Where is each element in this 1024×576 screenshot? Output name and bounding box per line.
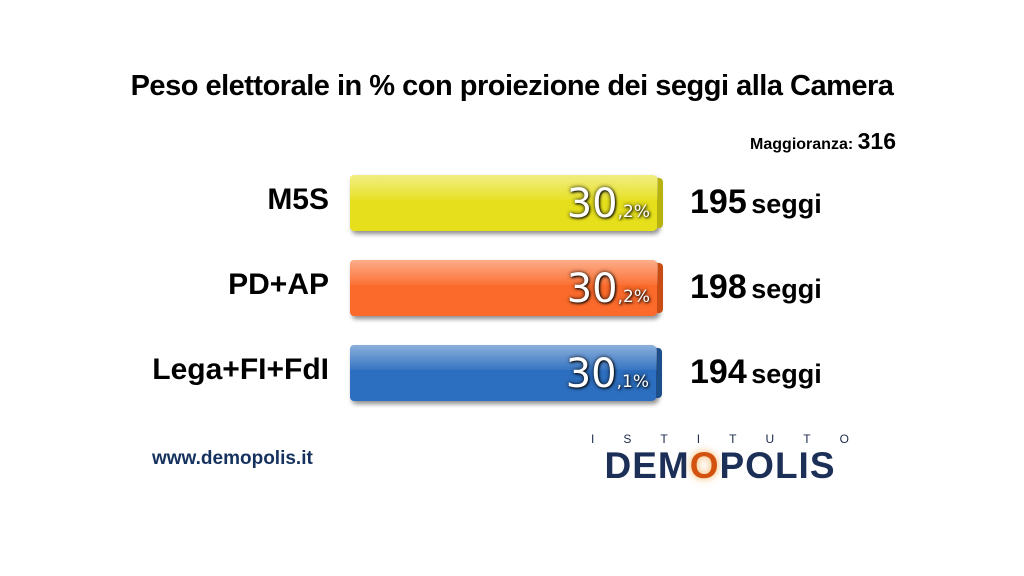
logo-part-polis: POLIS	[719, 445, 836, 486]
logo-istituto-letter: T	[803, 432, 811, 446]
bar-gloss	[350, 345, 657, 371]
seats-number: 195	[690, 183, 747, 221]
logo-istituto-letter: T	[729, 432, 737, 446]
logo-part-o: O	[689, 445, 720, 486]
logo-demopolis-text: DEMOPOLIS	[585, 446, 855, 486]
chart-title: Peso elettorale in % con proiezione dei …	[130, 70, 894, 102]
logo-istituto-letter: U	[765, 432, 775, 446]
data-label-integer: 30	[565, 351, 617, 397]
data-label-decimal: ,1%	[616, 372, 649, 392]
data-label-decimal: ,2%	[617, 202, 650, 222]
bar-gloss	[350, 260, 658, 286]
data-label-decimal: ,2%	[617, 287, 650, 307]
category-label: M5S	[267, 183, 329, 216]
logo-part-dem: DEM	[604, 445, 690, 486]
majority-label: Maggioranza:	[750, 136, 854, 153]
logo-istituto-letter: O	[839, 432, 849, 446]
bar-side	[657, 263, 663, 313]
data-label: 30,2%	[567, 266, 650, 312]
seats-unit: seggi	[751, 359, 822, 389]
bar: 30,2%	[350, 175, 663, 231]
logo-istituto-letter: I	[696, 432, 701, 446]
majority-value: 316	[857, 128, 896, 154]
bar-gloss	[350, 175, 658, 201]
seats-label: 198 seggi	[690, 268, 822, 307]
majority-indicator: Maggioranza: 316	[750, 128, 896, 155]
logo-istituto-letter: S	[623, 432, 632, 446]
seats-unit: seggi	[751, 189, 822, 219]
data-label: 30,2%	[567, 181, 650, 227]
data-label: 30,1%	[566, 351, 649, 397]
website-link[interactable]: www.demopolis.it	[152, 448, 313, 469]
category-label: PD+AP	[228, 268, 329, 301]
logo-istituto-letter: T	[660, 432, 668, 446]
category-label: Lega+FI+FdI	[152, 353, 329, 386]
bar: 30,1%	[350, 345, 662, 401]
seats-number: 198	[690, 268, 747, 306]
bar-side	[657, 178, 663, 228]
seats-label: 195 seggi	[690, 183, 822, 222]
seats-label: 194 seggi	[690, 353, 822, 392]
bar-side	[656, 348, 662, 398]
logo-istituto-letter: I	[591, 432, 595, 446]
bar: 30,2%	[350, 260, 663, 316]
seats-number: 194	[690, 353, 747, 391]
seats-unit: seggi	[751, 274, 822, 304]
data-label-integer: 30	[566, 266, 618, 312]
data-label-integer: 30	[566, 181, 618, 227]
